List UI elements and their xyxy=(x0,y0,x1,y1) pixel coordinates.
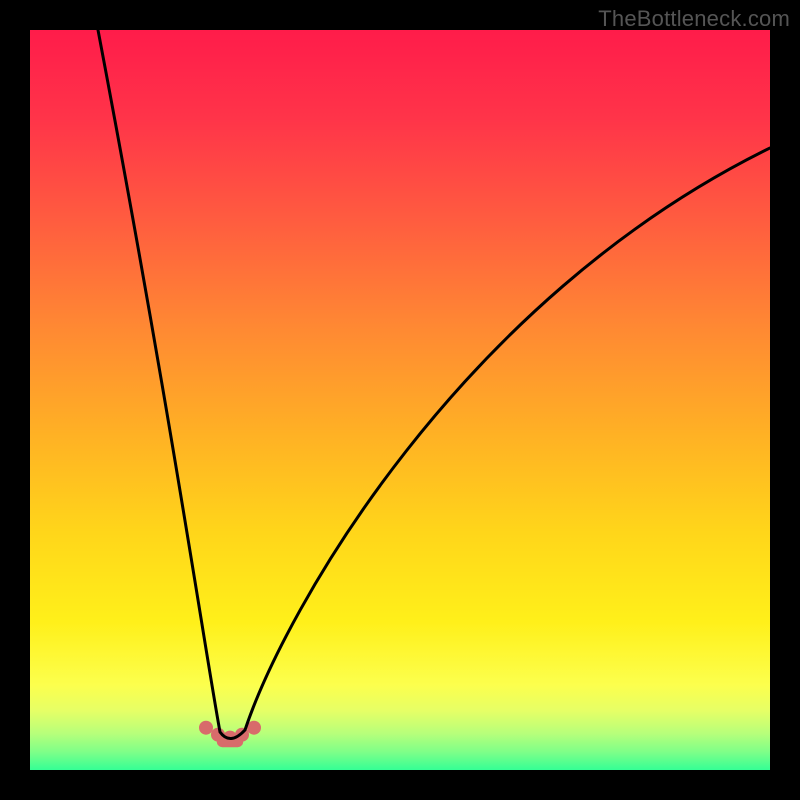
chart-svg xyxy=(30,30,770,770)
plot-frame xyxy=(30,30,770,770)
chart-background xyxy=(30,30,770,770)
watermark-text: TheBottleneck.com xyxy=(598,6,790,32)
